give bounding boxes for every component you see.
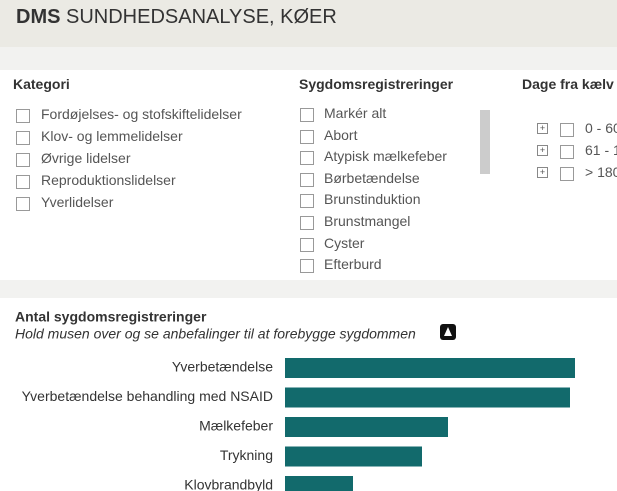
filter-title: Kategori [13, 76, 70, 92]
checkbox[interactable] [300, 151, 314, 166]
checkbox[interactable] [560, 167, 574, 181]
filter-option[interactable]: 0 - 60 [585, 120, 617, 136]
filter-option[interactable]: Brunstinduktion [324, 191, 421, 208]
info-icon[interactable] [440, 324, 456, 340]
chart-panel: Antal sygdomsregistreringer Hold musen o… [0, 298, 617, 491]
bar [285, 476, 353, 491]
checkbox[interactable] [300, 108, 314, 122]
bar [285, 446, 422, 467]
filter-option[interactable]: Markér alt [324, 105, 387, 121]
checkbox[interactable] [300, 194, 314, 209]
checkbox[interactable] [16, 131, 30, 145]
bar [285, 387, 570, 408]
checkbox[interactable] [16, 153, 30, 167]
chart-subtitle: Hold musen over og se anbefalinger til a… [15, 326, 416, 342]
checkbox[interactable] [300, 172, 314, 187]
filter-option[interactable]: Abort [324, 126, 358, 143]
expand-toggle[interactable]: + [537, 145, 548, 156]
checkbox[interactable] [300, 129, 314, 144]
chart-title: Antal sygdomsregistreringer [15, 309, 207, 325]
filter-option[interactable]: Efterburd [324, 256, 382, 273]
checkbox[interactable] [16, 197, 30, 211]
checkbox[interactable] [16, 109, 30, 123]
filter-option[interactable]: Børbetændelse [324, 169, 420, 186]
title: SUNDHEDSANALYSE, KØER [66, 6, 337, 28]
bar-label: Mælkefeber [199, 418, 273, 434]
bar-label: Yverbetændelse behandling med NSAID [22, 388, 273, 404]
header: DMS SUNDHEDSANALYSE, KØER [0, 0, 617, 47]
filter-option[interactable]: Klov- og lemmelidelser [41, 128, 183, 144]
filter-option[interactable]: Reproduktionslidelser [41, 172, 176, 188]
checkbox[interactable] [16, 175, 30, 189]
filter-option[interactable]: Cyster [324, 234, 365, 251]
filter-option[interactable]: Atypisk mælkefeber [324, 148, 447, 165]
filter-option[interactable]: Brunstmangel [324, 213, 411, 229]
filter-option[interactable]: 61 - 1 [585, 142, 617, 158]
filter-option[interactable]: Yverlidelser [41, 194, 114, 210]
bar-label: Yverbetændelse [172, 359, 273, 375]
expand-toggle[interactable]: + [537, 167, 548, 178]
filter-panel: Kategori Fordøjelses- og stofskiftelidels… [0, 70, 617, 280]
checkbox[interactable] [560, 145, 574, 159]
checkbox[interactable] [300, 259, 314, 274]
bar-label: Trykning [220, 447, 273, 463]
chart: Antal sygdomsregistreringer Hold musen o… [15, 309, 575, 491]
checkbox[interactable] [300, 237, 314, 252]
bar [285, 417, 448, 437]
filter-title: Dage fra kælv [522, 76, 614, 92]
bar [285, 358, 575, 378]
checkbox[interactable] [560, 123, 574, 137]
header-title: DMS SUNDHEDSANALYSE, KØER [16, 6, 337, 29]
scrollbar[interactable] [480, 110, 490, 174]
expand-toggle[interactable]: + [537, 123, 548, 134]
filter-option[interactable]: Øvrige lidelser [41, 150, 131, 166]
bar-label: Klovbrandbyld [184, 477, 273, 491]
brand: DMS [16, 6, 61, 28]
filter-option[interactable]: Fordøjelses- og stofskiftelidelser [41, 106, 242, 122]
checkbox[interactable] [300, 216, 314, 230]
filter-option[interactable]: > 180 [585, 164, 617, 180]
filter-title: Sygdomsregistreringer [299, 76, 454, 92]
